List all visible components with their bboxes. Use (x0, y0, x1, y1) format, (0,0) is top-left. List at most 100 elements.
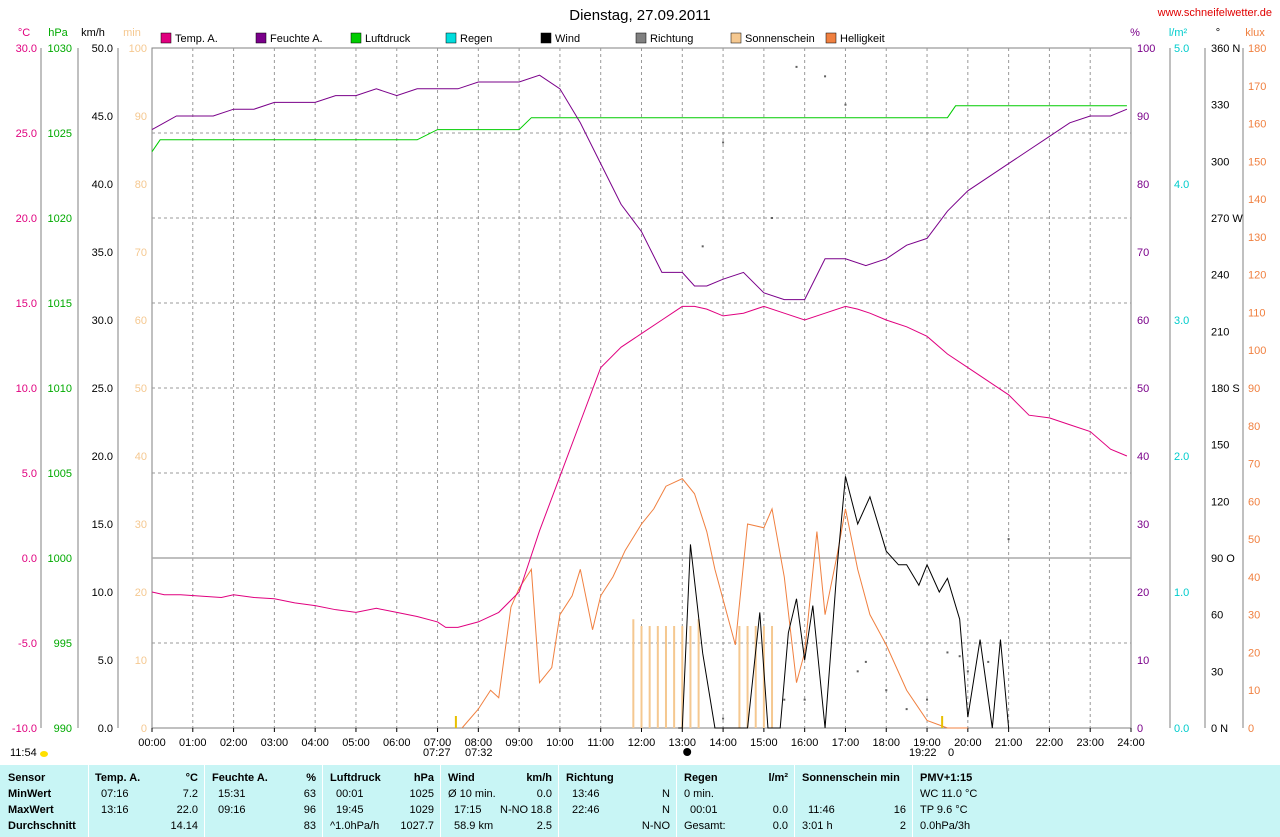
stat-time: 09:16 (218, 804, 246, 816)
sunrise-label-2: 07:32 (465, 747, 493, 759)
axis-tick-label: 210 (1211, 326, 1229, 338)
stat-time: 17:15 (454, 804, 482, 816)
x-tick-label: 16:00 (791, 737, 819, 749)
stats-unit: °C (185, 772, 198, 784)
axis-tick-label: 0.0 (98, 723, 113, 735)
chart-title: Dienstag, 27.09.2011 (569, 7, 711, 24)
axis-tick-label: 20 (1248, 647, 1260, 659)
x-tick-label: 02:00 (220, 737, 248, 749)
legend-label: Richtung (650, 33, 693, 45)
direction-point (701, 245, 704, 248)
stats-humidity-col: Feuchte A. % 15:31 09:16 63 96 83 (205, 765, 322, 837)
stat-time: 0 min. (684, 788, 714, 800)
x-tick-label: 07:00 (424, 737, 452, 749)
axis-tick-label: 35.0 (92, 247, 113, 259)
axis-tick-label: 60 (1211, 610, 1223, 622)
direction-point (905, 708, 908, 711)
legend-swatch (730, 32, 742, 44)
axis-tick-label: 5.0 (22, 468, 37, 480)
x-tick-label: 08:00 (465, 737, 493, 749)
legend-label: Sonnenschein (745, 33, 815, 45)
direction-point (824, 75, 827, 78)
direction-point (958, 655, 961, 658)
stat-direction: N-NO (500, 804, 529, 816)
direction-point (856, 670, 859, 673)
divider (204, 765, 205, 837)
direction-point (885, 689, 888, 692)
axis-tick-label: 40.0 (92, 179, 113, 191)
stats-header: Sonnenschein min (802, 772, 900, 784)
axis-tick-label: 990 (54, 723, 72, 735)
axis-tick-label: 120 (1248, 270, 1266, 282)
stat-time: Gesamt: (684, 820, 726, 832)
axis-tick-label: 20.0 (92, 451, 113, 463)
x-tick-label: 01:00 (179, 737, 207, 749)
stat-time: 13:16 (101, 804, 129, 816)
legend-swatch (540, 32, 552, 44)
axis-tick-label: 80 (1248, 421, 1260, 433)
x-tick-label: 15:00 (750, 737, 778, 749)
x-tick-label: 05:00 (342, 737, 370, 749)
legend-swatch (350, 32, 362, 44)
axis-unit-label: % (1130, 27, 1140, 39)
divider (322, 765, 323, 837)
x-tick-label: 09:00 (505, 737, 533, 749)
site-url[interactable]: www.schneifelwetter.de (1157, 7, 1272, 19)
legend-label: Luftdruck (365, 33, 411, 45)
axis-tick-label: 50 (1248, 534, 1260, 546)
axis-tick-label: 1030 (48, 43, 72, 55)
axis-tick-label: 20.0 (16, 213, 37, 225)
legend-label: Regen (460, 33, 492, 45)
humidity-line (151, 74, 1128, 301)
axis-tick-label: 10.0 (16, 383, 37, 395)
x-tick-label: 22:00 (1036, 737, 1064, 749)
stat-time: 22:46 (572, 804, 600, 816)
axis-unit-label: klux (1245, 27, 1265, 39)
sun-icon (40, 751, 48, 757)
direction-point (795, 65, 798, 68)
axis-tick-label: 170 (1248, 81, 1266, 93)
stat-value: 16 (893, 804, 906, 816)
stat-value: 0.0 (772, 804, 788, 816)
row-label-avg: Durchschnitt (8, 820, 76, 832)
axis-tick-label: 10.0 (92, 587, 113, 599)
axis-tick-label: 1005 (48, 468, 72, 480)
axis-tick-label: 4.0 (1174, 179, 1189, 191)
axis-tick-label: 10 (1137, 655, 1149, 667)
axis-tick-label: 2.0 (1174, 451, 1189, 463)
stat-time: 15:31 (218, 788, 246, 800)
stats-rain-col: Regen l/m² 0 min. 00:01 Gesamt: 0.0 0.0 (677, 765, 794, 837)
axis-tick-label: 995 (54, 638, 72, 650)
legend: Temp. A. Feuchte A. Luftdruck Regen Wind Rich… (160, 32, 885, 45)
legend-label: Wind (555, 33, 580, 45)
divider (676, 765, 677, 837)
stats-header: Feuchte A. (212, 772, 268, 784)
stat-value: 7.2 (182, 788, 198, 800)
axis-tick-label: 30.0 (92, 315, 113, 327)
x-tick-label: 24:00 (1117, 737, 1145, 749)
stats-wind-col: Wind km/h Ø 10 min. 17:15 58.9 km N-NO 0… (441, 765, 558, 837)
x-tick-label: 13:00 (669, 737, 697, 749)
direction-point (771, 217, 774, 219)
stats-header: Luftdruck (330, 772, 381, 784)
legend-label: Feuchte A. (270, 33, 323, 45)
axis-tick-label: 1010 (48, 383, 72, 395)
legend-label: Temp. A. (175, 33, 218, 45)
axis-tick-label: -5.0 (18, 638, 37, 650)
legend-swatch (825, 32, 837, 44)
direction-point (946, 651, 949, 654)
stat-time: ^1.0hPa/h (330, 820, 380, 832)
stats-panel: Sensor MinWert MaxWert Durchschnitt Temp… (0, 765, 1280, 837)
axis-unit-label: hPa (48, 27, 68, 39)
stats-sun-col: Sonnenschein min 11:46 3:01 h 16 2 (795, 765, 912, 837)
axis-tick-label: 150 (1211, 440, 1229, 452)
axis-tick-label: 360 N (1211, 43, 1240, 55)
axis-tick-label: 5.0 (1174, 43, 1189, 55)
direction-point (783, 698, 786, 701)
stats-unit: hPa (413, 772, 434, 784)
axis-tick-label: 0 (1137, 723, 1143, 735)
stat-value: 1025 (409, 788, 434, 800)
axis-tick-label: 150 (1248, 156, 1266, 168)
x-tick-label: 12:00 (628, 737, 656, 749)
pmv-line: 0.0hPa/3h (920, 820, 971, 832)
